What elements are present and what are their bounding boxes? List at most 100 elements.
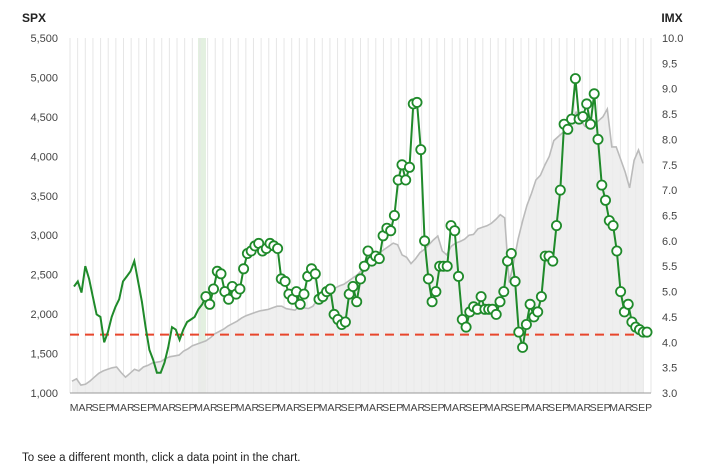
imx-data-point[interactable]: [490, 308, 502, 320]
imx-data-point[interactable]: [600, 194, 612, 206]
imx-data-point[interactable]: [204, 298, 216, 310]
imx-data-point[interactable]: [234, 283, 246, 295]
imx-data-point[interactable]: [585, 118, 597, 130]
left-tick-label: 4,500: [30, 112, 58, 124]
imx-data-points[interactable]: [200, 73, 653, 353]
imx-data-point[interactable]: [441, 260, 453, 272]
x-tick-label: MAR: [194, 402, 218, 414]
imx-data-point[interactable]: [611, 245, 623, 257]
x-tick-label: SEP: [341, 402, 362, 414]
imx-data-point[interactable]: [388, 209, 400, 221]
imx-data-point[interactable]: [354, 273, 366, 285]
imx-data-point[interactable]: [238, 263, 250, 275]
imx-data-point[interactable]: [415, 144, 427, 156]
imx-data-point[interactable]: [385, 225, 397, 237]
imx-data-point[interactable]: [615, 286, 627, 298]
imx-data-point[interactable]: [475, 291, 487, 303]
imx-data-point[interactable]: [373, 253, 385, 265]
imx-data-point[interactable]: [517, 341, 529, 353]
imx-data-point[interactable]: [509, 275, 521, 287]
imx-data-point[interactable]: [498, 286, 510, 298]
right-tick-label: 5.0: [662, 287, 677, 299]
imx-data-point[interactable]: [272, 242, 284, 254]
instruction-caption: To see a different month, click a data p…: [22, 452, 301, 464]
x-tick-label: SEP: [258, 402, 279, 414]
imx-data-point[interactable]: [449, 225, 461, 237]
x-tick-label: SEP: [590, 402, 611, 414]
x-tick-label: MAR: [526, 402, 550, 414]
imx-data-point[interactable]: [581, 98, 593, 110]
imx-data-point[interactable]: [562, 123, 574, 135]
imx-data-point[interactable]: [513, 326, 525, 338]
x-tick-label: MAR: [443, 402, 467, 414]
x-tick-label: SEP: [548, 402, 569, 414]
imx-data-point[interactable]: [551, 220, 563, 232]
imx-data-point[interactable]: [577, 111, 589, 123]
right-tick-label: 7.5: [662, 160, 677, 172]
imx-data-point[interactable]: [298, 288, 310, 300]
right-tick-label: 4.5: [662, 312, 677, 324]
imx-data-point[interactable]: [294, 298, 306, 310]
imx-data-point[interactable]: [596, 179, 608, 191]
left-tick-label: 2,000: [30, 309, 58, 321]
left-tick-label: 2,500: [30, 270, 58, 282]
imx-data-point[interactable]: [215, 268, 227, 280]
imx-data-point[interactable]: [535, 291, 547, 303]
plot-highlight-band: [198, 38, 206, 393]
x-tick-label: SEP: [175, 402, 196, 414]
left-tick-label: 4,000: [30, 151, 58, 163]
imx-data-point[interactable]: [569, 73, 581, 85]
x-tick-label: SEP: [465, 402, 486, 414]
imx-data-point[interactable]: [339, 316, 351, 328]
imx-data-point[interactable]: [347, 280, 359, 292]
imx-data-point[interactable]: [505, 247, 517, 259]
imx-data-point[interactable]: [279, 275, 291, 287]
right-axis-ticks: 3.0 3.5 4.0 4.5 5.0 5.5 6.0 6.5 7.0 7.5 8.0 8.5 9.0 9…: [662, 33, 683, 400]
x-tick-label: MAR: [360, 402, 384, 414]
imx-data-point[interactable]: [452, 270, 464, 282]
imx-data-point[interactable]: [207, 283, 219, 295]
imx-data-point[interactable]: [400, 174, 412, 186]
right-tick-label: 4.0: [662, 337, 677, 349]
spx-area: [72, 109, 643, 393]
imx-data-point[interactable]: [520, 318, 532, 330]
imx-data-point[interactable]: [547, 255, 559, 267]
imx-data-point[interactable]: [622, 298, 634, 310]
x-tick-label: SEP: [382, 402, 403, 414]
imx-data-point[interactable]: [411, 96, 423, 108]
left-tick-label: 5,500: [30, 33, 58, 45]
imx-data-point[interactable]: [554, 184, 566, 196]
x-tick-label: SEP: [424, 402, 445, 414]
x-tick-label: MAR: [568, 402, 592, 414]
imx-data-point[interactable]: [641, 326, 653, 338]
imx-data-point[interactable]: [430, 286, 442, 298]
x-tick-label: MAR: [153, 402, 177, 414]
imx-data-point[interactable]: [426, 296, 438, 308]
imx-data-point[interactable]: [358, 260, 370, 272]
left-tick-label: 3,000: [30, 230, 58, 242]
imx-data-point[interactable]: [588, 88, 600, 100]
imx-data-point[interactable]: [223, 293, 235, 305]
imx-data-point[interactable]: [592, 133, 604, 145]
imx-data-point[interactable]: [422, 273, 434, 285]
right-tick-label: 8.0: [662, 134, 677, 146]
right-tick-label: 6.5: [662, 211, 677, 223]
right-tick-label: 6.0: [662, 236, 677, 248]
x-tick-label: MAR: [402, 402, 426, 414]
left-tick-label: 5,000: [30, 72, 58, 84]
imx-data-point[interactable]: [362, 245, 374, 257]
x-tick-label: MAR: [236, 402, 260, 414]
imx-data-point[interactable]: [607, 220, 619, 232]
imx-data-point[interactable]: [494, 296, 506, 308]
imx-data-point[interactable]: [460, 321, 472, 333]
imx-data-point[interactable]: [532, 306, 544, 318]
imx-data-point[interactable]: [524, 298, 536, 310]
imx-data-point[interactable]: [351, 296, 363, 308]
imx-data-point[interactable]: [324, 283, 336, 295]
imx-data-point[interactable]: [403, 161, 415, 173]
imx-data-point[interactable]: [419, 235, 431, 247]
right-tick-label: 9.5: [662, 58, 677, 70]
imx-data-point[interactable]: [309, 268, 321, 280]
right-tick-label: 3.0: [662, 388, 677, 400]
x-tick-label: SEP: [507, 402, 528, 414]
